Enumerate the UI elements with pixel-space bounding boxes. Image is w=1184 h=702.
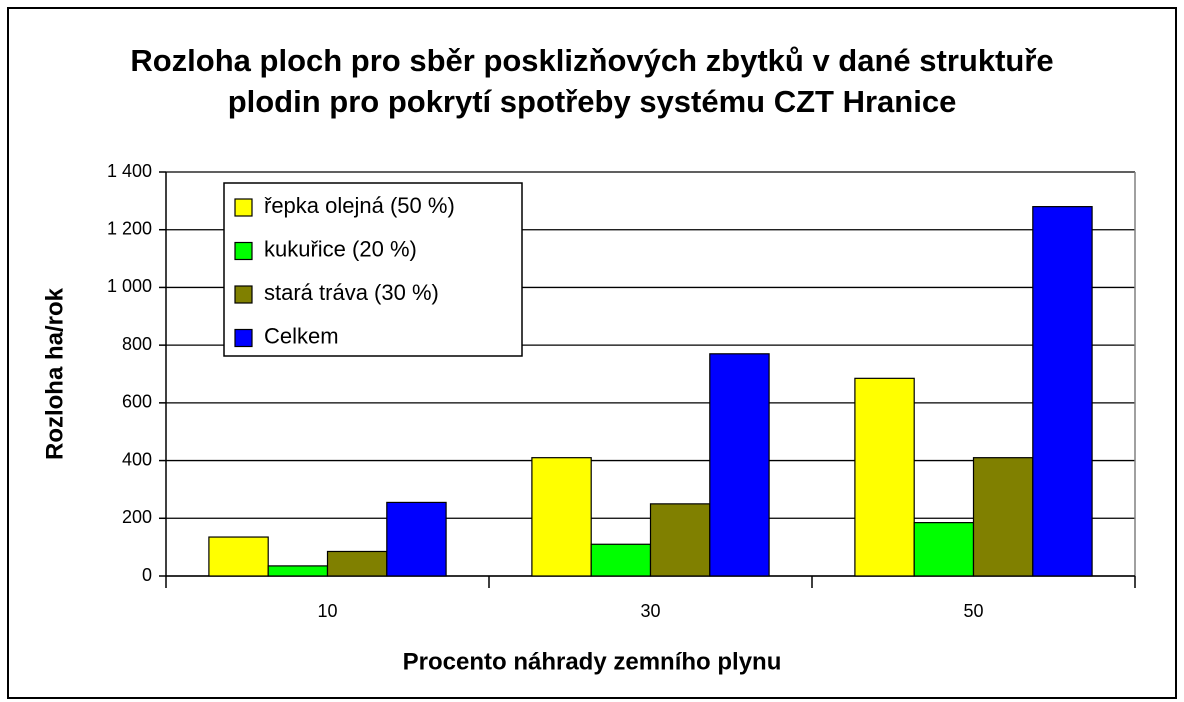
y-axis-label: Rozloha ha/rok [41,287,68,460]
bar [326,550,388,577]
bar [386,501,447,577]
legend-swatch [234,328,253,348]
x-tick-label: 10 [317,601,337,621]
chart-border [7,7,1177,699]
x-tick-label: 50 [963,601,983,621]
y-tick-label: 200 [122,507,152,527]
bar [709,353,770,577]
bar [649,503,711,577]
bar [590,543,652,577]
y-tick-label: 1 000 [107,276,152,296]
legend-label: kukuřice (20 %) [264,236,417,261]
y-tick-label: 1 400 [107,161,152,181]
legend-label: řepka olejná (50 %) [264,193,455,218]
bar [1032,206,1093,577]
bar [267,565,329,577]
legend-swatch [234,285,253,304]
bar [531,457,592,577]
bar [208,536,269,577]
legend-swatch [234,198,253,217]
y-tick-label: 600 [122,392,152,412]
x-axis-label: Procento náhrady zemního plynu [403,648,782,675]
chart-title: Rozloha ploch pro sběr posklizňových zby… [130,43,1054,119]
y-tick-label: 400 [122,449,152,469]
x-tick-label: 30 [640,601,660,621]
legend-label: Celkem [264,323,339,348]
bar [913,522,975,577]
bar [854,377,915,577]
bar [972,457,1034,577]
legend-label: stará tráva (30 %) [264,280,439,305]
y-tick-label: 800 [122,334,152,354]
legend-swatch [234,241,253,261]
legend-box [223,182,523,357]
y-tick-label: 1 200 [107,218,152,238]
y-tick-label: 0 [142,565,152,585]
